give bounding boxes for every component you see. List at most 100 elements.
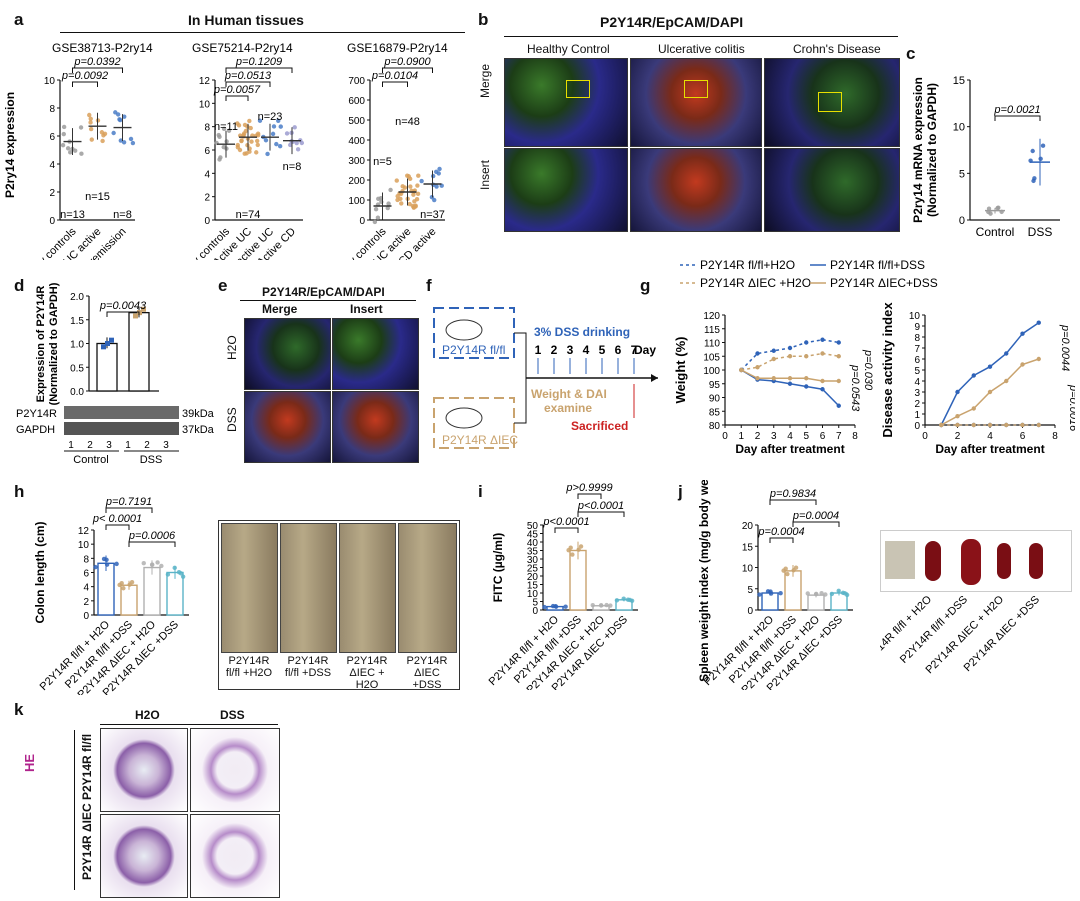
panel-a-2-pval-bracket <box>225 81 271 87</box>
panel-a-1-y-tick-label: 6 <box>49 132 55 143</box>
panel-h-pval-label: p=0.0006 <box>128 530 176 542</box>
weight-point <box>755 351 760 356</box>
weight-point <box>755 376 760 381</box>
panel-h-point <box>93 564 98 570</box>
panel-d-point <box>133 313 138 319</box>
colon-photo-label-2: P2Y14R fl/fl +DSS <box>284 655 332 679</box>
weight-x-tick-label: 7 <box>836 431 842 442</box>
panel-a-2-n-label: n=74 <box>236 209 261 221</box>
blot-lane-number: 2 <box>144 440 150 451</box>
dai-x-tick-label: 8 <box>1052 431 1058 442</box>
panel-a-1-y-tick-label: 0 <box>49 216 55 227</box>
blot-group-control: Control <box>73 454 108 466</box>
panel-a-title: In Human tissues <box>188 12 304 28</box>
panel-a-3-point <box>437 166 442 172</box>
panel-a-3-point <box>407 176 413 182</box>
panel-a-1-y-tick-label: 8 <box>49 104 55 115</box>
panel-j-point <box>781 568 786 573</box>
panel-d-pval-bracket <box>106 311 140 317</box>
dai-point <box>971 373 976 378</box>
panel-i-pval-label: p<0.0001 <box>577 500 624 512</box>
panel-a-2-point <box>274 141 279 147</box>
panel-a-3-y-tick-label: 300 <box>348 156 365 167</box>
panel-c-point <box>995 205 1000 211</box>
panel-h-point <box>149 562 155 568</box>
panel-i-point <box>604 602 609 608</box>
weight-x-tick-label: 8 <box>852 431 858 442</box>
micrograph-healthy-merge <box>504 58 628 147</box>
dai-y-tick-label: 0 <box>914 421 920 432</box>
ruler <box>885 541 915 579</box>
spleen-2 <box>961 539 981 585</box>
mouse-label-diec: P2Y14R ΔIEC <box>442 433 518 447</box>
panel-j-point <box>785 571 790 577</box>
panel-label-a: a <box>14 10 24 29</box>
exam-label: Weight & DAI <box>531 387 607 401</box>
panel-i-point <box>553 604 559 609</box>
panel-d-point <box>105 341 110 346</box>
panel-a-2-n-label: n=23 <box>258 111 283 123</box>
panel-a-2-point <box>247 146 252 151</box>
panel-d-ylabel: Expression of P2Y14R <box>35 286 47 403</box>
panel-a-1-pval-label: p=0.0392 <box>73 56 120 68</box>
panel-j-pval-bracket <box>792 521 840 527</box>
panel-label-h: h <box>14 482 25 501</box>
panel-a-3-point <box>415 183 420 188</box>
panel-j-point <box>829 591 835 597</box>
panel-i-y-tick-label: 5 <box>532 598 538 609</box>
panel-a-2-y-tick-label: 12 <box>199 76 211 87</box>
panel-i-y-tick-label: 45 <box>527 530 539 541</box>
panel-i-y-tick-label: 20 <box>527 572 539 583</box>
panel-h-point <box>178 571 184 576</box>
panel-a-3-pval-bracket <box>382 81 408 87</box>
panel-d-pval-label: p=0.0043 <box>99 300 147 312</box>
panel-j-point <box>768 591 774 596</box>
panel-a-2-point <box>299 140 305 146</box>
panel-a-3-y-tick-label: 0 <box>359 216 365 227</box>
panel-a-2-point <box>235 142 240 148</box>
panel-h-point <box>155 560 160 565</box>
micrograph-e-dss-merge <box>244 391 331 463</box>
panel-c-pval-label: p=0.0021 <box>993 104 1040 116</box>
panel-j-point <box>836 588 841 594</box>
weight-x-tick-label: 0 <box>722 431 728 442</box>
legend-entry: P2Y14R fl/fl+DSS <box>830 258 925 272</box>
panel-a-2-point <box>277 144 283 149</box>
panel-h-y-tick-label: 4 <box>83 583 89 594</box>
panel-d-y-tick-label: 2.0 <box>70 292 84 303</box>
panel-a-2-pval-bracket <box>225 67 293 73</box>
panel-a-1-point <box>115 112 121 117</box>
panel-a-1-point <box>60 142 66 148</box>
panel-label-g: g <box>640 276 651 295</box>
panel-h-bar <box>143 566 161 616</box>
panel-a-2-point <box>255 142 260 148</box>
panel-a-2-point <box>254 150 259 155</box>
blot-lane-number: 3 <box>106 440 112 451</box>
panel-a-2-point <box>278 124 283 129</box>
timeline-day: 1 <box>535 343 542 357</box>
panel-a-1-title: GSE38713-P2ry14 <box>52 41 153 55</box>
panel-d-bar <box>96 342 118 392</box>
blot-group-dss: DSS <box>140 454 163 466</box>
panel-j-chart: Spleen weight index (mg/g body weight) 0 5… <box>697 480 853 690</box>
panel-k-col-dss: DSS <box>220 708 245 722</box>
panel-a-2-y-tick-label: 2 <box>204 193 210 204</box>
panel-a-1-pval-bracket <box>72 81 98 87</box>
panel-a-1-point <box>79 151 84 156</box>
dai-point <box>1020 331 1025 336</box>
dai-point <box>1036 320 1041 325</box>
dai-x-tick-label: 6 <box>1020 431 1026 442</box>
panel-d-point <box>101 344 106 350</box>
weight-x-tick-label: 2 <box>755 431 761 442</box>
panel-a-2-point <box>295 147 301 152</box>
panel-a-1-point <box>128 136 134 142</box>
panel-a-2-point <box>239 138 244 143</box>
panel-j-point <box>813 591 819 597</box>
weight-x-tick-label: 6 <box>820 431 826 442</box>
dai-y-tick-label: 2 <box>914 399 920 410</box>
panel-h-point <box>165 572 171 577</box>
panel-h-point <box>104 557 109 563</box>
colon-photo-1 <box>221 523 278 653</box>
